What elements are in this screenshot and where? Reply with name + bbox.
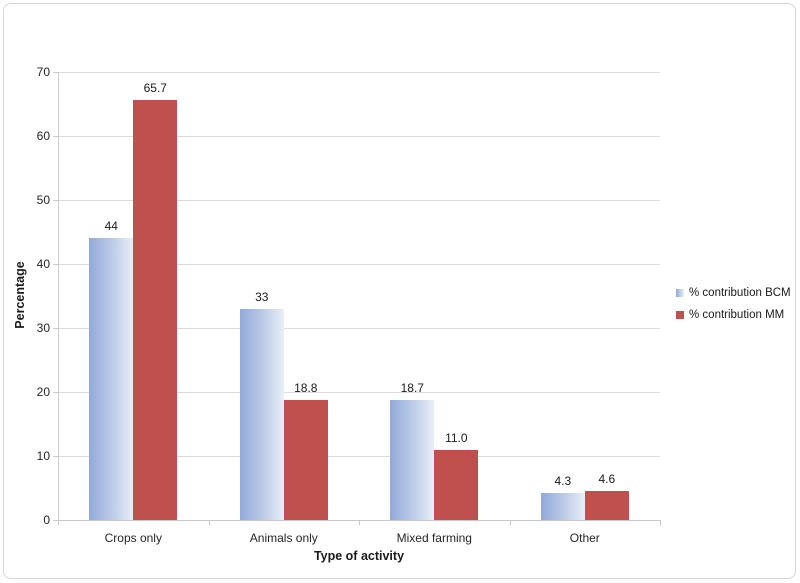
legend-label: % contribution BCM <box>689 287 791 299</box>
y-tick-label: 50 <box>36 193 50 207</box>
bar-bcm <box>540 492 585 520</box>
legend-label: % contribution MM <box>689 309 785 321</box>
x-tick-mark <box>660 520 661 525</box>
y-tick-label: 30 <box>36 321 50 335</box>
bar-value-label: 65.7 <box>143 80 167 95</box>
bar-value-label: 4.3 <box>554 473 572 488</box>
x-tick-mark <box>510 520 511 525</box>
y-tick-mark <box>53 328 58 329</box>
gridline <box>58 392 660 393</box>
x-axis-line <box>53 520 660 521</box>
bar-value-label: 18.7 <box>400 381 424 396</box>
legend-item: % contribution MM <box>676 308 791 322</box>
gridline <box>58 264 660 265</box>
bar-mm <box>434 449 479 520</box>
x-axis-title: Type of activity <box>313 549 405 563</box>
y-tick-mark <box>53 264 58 265</box>
y-axis-line <box>58 72 59 520</box>
gridline <box>58 200 660 201</box>
y-tick-mark <box>53 136 58 137</box>
legend-item: % contribution BCM <box>676 286 791 300</box>
bar-mm <box>133 99 178 520</box>
category-label: Other <box>569 531 600 545</box>
legend-swatch <box>676 289 684 297</box>
gridline <box>58 136 660 137</box>
x-tick-mark <box>58 520 59 525</box>
y-tick-label: 10 <box>36 449 50 463</box>
y-tick-label: 0 <box>43 513 50 527</box>
bar-mm <box>584 490 629 520</box>
y-tick-mark <box>53 200 58 201</box>
bar-bcm <box>89 238 134 520</box>
bar-bcm <box>239 308 284 520</box>
y-tick-mark <box>53 456 58 457</box>
x-tick-mark <box>359 520 360 525</box>
gridline <box>58 72 660 73</box>
gridline <box>58 328 660 329</box>
y-tick-label: 70 <box>36 65 50 79</box>
gridline <box>58 456 660 457</box>
bar-bcm <box>390 400 435 520</box>
legend-swatch <box>676 311 684 319</box>
bar-value-label: 44 <box>104 219 118 234</box>
y-tick-mark <box>53 392 58 393</box>
category-label: Animals only <box>249 531 318 545</box>
y-axis-title: Percentage <box>13 261 27 329</box>
bar-value-label: 11.0 <box>445 430 468 445</box>
bar-mm <box>283 399 328 520</box>
category-label: Mixed farming <box>396 531 472 545</box>
bar-value-label: 4.6 <box>598 471 616 486</box>
y-tick-mark <box>53 72 58 73</box>
legend: % contribution BCM % contribution MM <box>676 286 791 322</box>
bar-value-label: 33 <box>255 289 269 304</box>
y-tick-label: 60 <box>36 129 50 143</box>
y-tick-label: 20 <box>36 385 50 399</box>
category-label: Crops only <box>104 531 162 545</box>
x-tick-mark <box>209 520 210 525</box>
y-tick-label: 40 <box>36 257 50 271</box>
bar-value-label: 18.8 <box>294 380 318 395</box>
